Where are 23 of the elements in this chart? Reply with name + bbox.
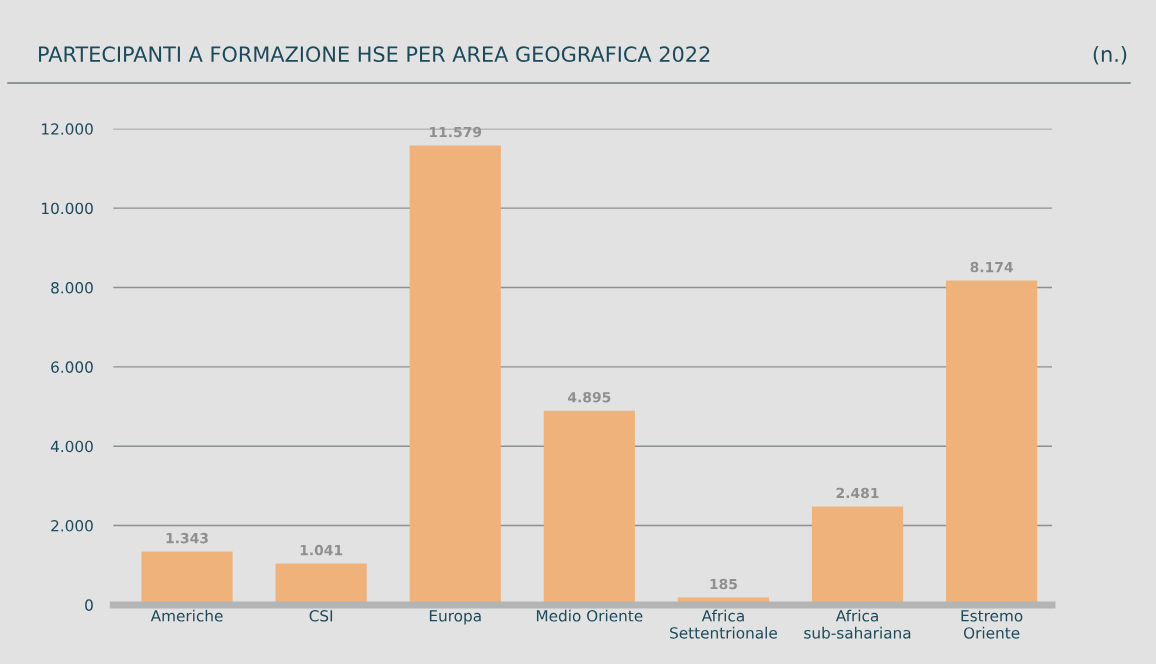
data-label: 2.481 <box>836 487 879 499</box>
data-label: 1.041 <box>300 544 343 556</box>
x-tick-label: CSI <box>309 610 333 622</box>
y-tick-label: 8.000 <box>51 281 93 294</box>
data-label: 4.895 <box>567 391 611 403</box>
x-tick-label: Africa sub-sahariana <box>804 609 911 639</box>
data-label: 8.174 <box>970 261 1013 273</box>
y-tick-label: 4.000 <box>50 440 93 453</box>
data-label: 1.343 <box>166 532 208 544</box>
text: (n.) <box>1093 45 1127 65</box>
y-tick-label: 10.000 <box>42 202 93 215</box>
y-tick-label: 6.000 <box>51 361 93 373</box>
x-tick-label: Americhe <box>150 609 223 622</box>
data-label: 11.579 <box>430 126 482 138</box>
x-tick-label: Estremo Oriente <box>961 610 1023 639</box>
x-tick-label: Medio Oriente <box>536 609 643 622</box>
chart-title: PARTECIPANTI A FORMAZIONE HSE PER AREA GEOGRAFICA 2022 <box>39 46 710 63</box>
x-tick-label: Africa Settentrionale <box>670 609 777 639</box>
y-tick-label: 2.000 <box>51 520 93 532</box>
x-tick-label: Europa <box>429 610 481 625</box>
data-label: 185 <box>710 578 737 590</box>
y-tick-label: 0 <box>85 599 93 611</box>
y-tick-label: 12.000 <box>42 123 93 135</box>
